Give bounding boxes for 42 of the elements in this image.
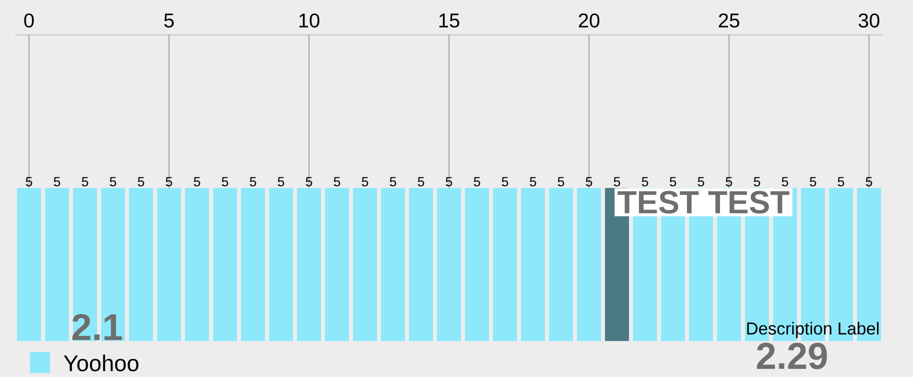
data-label: 5	[222, 177, 228, 186]
data-label: 5	[26, 177, 32, 186]
annotation: Description Label	[747, 322, 879, 338]
x-tick-label: 20	[578, 13, 600, 28]
data-label: 5	[110, 177, 116, 186]
data-label: 5	[782, 177, 788, 186]
data-label: 5	[502, 177, 508, 186]
data-label: 5	[838, 177, 844, 186]
data-label: 5	[810, 177, 816, 186]
x-tick-label: 15	[439, 14, 460, 28]
data-label: 5	[726, 177, 732, 186]
data-label: 5	[278, 177, 284, 186]
text: 2.29	[756, 342, 827, 370]
x-tick-label: 25	[718, 13, 740, 28]
data-label: 5	[418, 177, 424, 186]
data-label: 5	[334, 177, 340, 186]
data-label: 5	[54, 177, 60, 186]
data-label: 5	[558, 177, 564, 186]
data-label: 5	[390, 177, 396, 186]
data-label: 5	[474, 177, 480, 186]
data-label: 5	[82, 177, 88, 186]
data-label: 5	[698, 177, 704, 186]
data-label: 5	[586, 177, 592, 186]
x-tick-label: 30	[858, 13, 880, 28]
data-label: 5	[642, 177, 648, 186]
data-label: 5	[138, 177, 144, 186]
data-label: 5	[194, 177, 200, 186]
data-label: 5	[754, 177, 760, 186]
data-label: 5	[250, 177, 256, 186]
data-label: 5	[446, 177, 452, 186]
data-label: 5	[670, 177, 676, 186]
x-tick-label: 0	[24, 13, 34, 28]
x-tick-label: 5	[164, 14, 174, 28]
legend-label: Yoohoo	[64, 354, 138, 372]
x-tick-label: 10	[299, 13, 320, 28]
data-label: 5	[166, 177, 172, 186]
data-label: 5	[530, 177, 536, 186]
annotation: TEST TEST	[618, 190, 790, 214]
data-label: 5	[362, 177, 368, 186]
data-label: 5	[614, 177, 620, 186]
data-label: 5	[866, 177, 872, 186]
data-label: 5	[306, 177, 312, 186]
